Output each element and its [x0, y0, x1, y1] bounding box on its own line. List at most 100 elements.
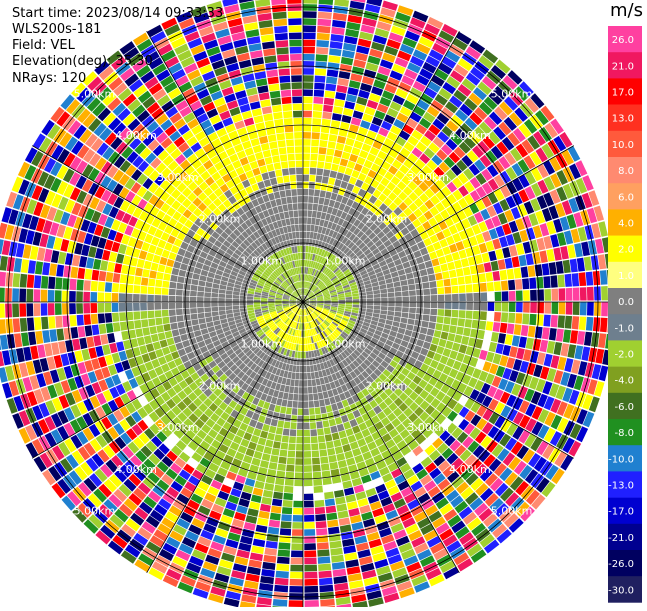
gate-cell: [345, 494, 356, 503]
gate-cell: [151, 263, 159, 272]
gate-cell: [536, 314, 543, 326]
gate-cell: [44, 249, 53, 262]
gate-cell: [431, 295, 438, 301]
gate-cell: [169, 309, 176, 316]
gate-cell: [169, 282, 176, 289]
gate-cell: [430, 309, 437, 316]
gate-cell: [113, 273, 121, 283]
gate-cell: [261, 569, 275, 577]
gate-cell: [162, 317, 169, 324]
gate-cell: [58, 252, 67, 265]
gate-cell: [252, 168, 260, 176]
gate-cell: [155, 318, 162, 326]
gate-cell: [175, 255, 183, 263]
gate-cell: [292, 536, 303, 543]
gate-cell: [323, 391, 329, 398]
gate-cell: [165, 266, 173, 274]
gate-cell: [139, 250, 148, 259]
gate-cell: [512, 335, 520, 346]
gate-cell: [435, 273, 443, 281]
gate-cell: [417, 302, 424, 308]
gate-cell: [84, 314, 91, 325]
gate-cell: [267, 534, 279, 542]
gate-cell: [514, 324, 522, 335]
gate-cell: [312, 379, 317, 386]
gate-cell: [319, 147, 327, 154]
gate-cell: [134, 276, 141, 285]
gate-cell: [283, 393, 289, 400]
gate-cell: [318, 556, 331, 564]
gate-cell: [316, 414, 322, 421]
gate-cell: [406, 273, 414, 280]
gate-cell: [112, 283, 119, 292]
gate-cell: [480, 292, 487, 301]
gate-cell: [322, 112, 332, 120]
gate-cell: [464, 275, 472, 284]
gate-cell: [299, 373, 303, 380]
gate-cell: [148, 287, 155, 295]
gate-cell: [135, 328, 143, 337]
gate-cell: [314, 90, 324, 97]
gate-cell: [543, 276, 550, 288]
gate-cell: [452, 302, 459, 309]
gate-cell: [327, 520, 338, 528]
gate-cell: [308, 203, 313, 210]
gate-cell: [479, 321, 487, 330]
gate-cell: [337, 424, 345, 432]
gate-cell: [445, 254, 453, 263]
gate-cell: [305, 253, 308, 260]
gate-cell: [169, 296, 176, 302]
gate-cell: [179, 270, 187, 277]
gate-cell: [473, 302, 480, 310]
gate-cell: [303, 125, 311, 132]
gate-cell: [140, 294, 147, 302]
gate-cell: [77, 268, 85, 279]
gate-cell: [359, 308, 366, 312]
gate-cell: [211, 298, 218, 302]
gate-cell: [199, 323, 207, 329]
gate-cell: [198, 281, 205, 287]
gate-cell: [256, 444, 265, 452]
gate-cell: [273, 492, 283, 500]
gate-cell: [258, 437, 266, 445]
gate-cell: [233, 309, 240, 313]
gate-cell: [309, 175, 315, 182]
gate-cell: [456, 268, 464, 277]
gate-cell: [226, 290, 233, 294]
gate-cell: [107, 333, 115, 343]
gate-cell: [251, 546, 264, 555]
gate-cell: [258, 511, 269, 519]
gate-cell: [425, 335, 433, 343]
gate-cell: [344, 451, 353, 459]
gate-cell: [303, 196, 308, 203]
gate-cell: [328, 455, 337, 463]
gate-cell: [314, 486, 323, 493]
gate-cell: [399, 275, 407, 281]
gate-cell: [317, 385, 322, 392]
gate-cell: [435, 323, 443, 331]
gate-cell: [401, 285, 408, 291]
gate-cell: [380, 289, 387, 294]
gate-cell: [296, 444, 303, 451]
gate-cell: [185, 272, 193, 279]
gate-cell: [303, 18, 316, 25]
gate-cell: [303, 47, 315, 54]
gate-cell: [316, 421, 323, 428]
gate-cell: [269, 520, 280, 528]
gate-cell: [198, 286, 205, 292]
gate-cell: [308, 196, 313, 203]
gate-cell: [20, 274, 28, 288]
gate-cell: [180, 334, 188, 341]
gate-cell: [283, 429, 290, 436]
gate-cell: [102, 344, 111, 355]
gate-cell: [247, 296, 254, 299]
gate-cell: [554, 342, 563, 355]
gate-cell: [192, 273, 200, 280]
gate-cell: [515, 279, 522, 290]
gate-cell: [304, 515, 314, 522]
gate-cell: [423, 342, 431, 350]
gate-cell: [76, 291, 83, 302]
gate-cell: [402, 291, 409, 296]
